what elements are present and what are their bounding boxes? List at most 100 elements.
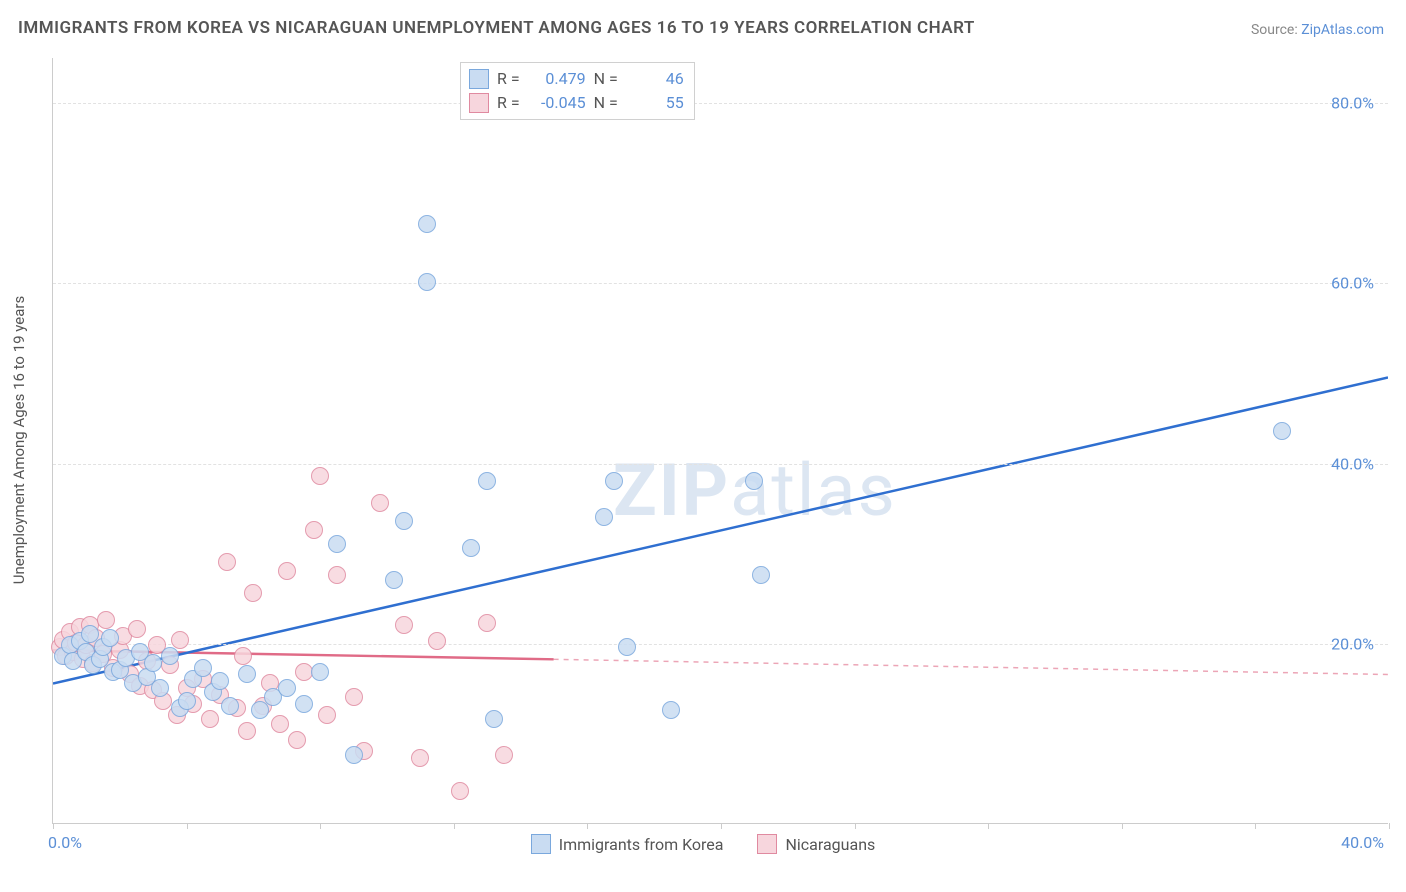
data-point bbox=[345, 746, 363, 764]
x-tick bbox=[1122, 823, 1123, 829]
data-point bbox=[244, 584, 262, 602]
data-point bbox=[395, 616, 413, 634]
watermark-zip: ZIP bbox=[613, 448, 730, 533]
data-point bbox=[151, 679, 169, 697]
x-tick bbox=[187, 823, 188, 829]
data-point bbox=[211, 672, 229, 690]
data-point bbox=[271, 715, 289, 733]
r-label: R = bbox=[497, 67, 520, 91]
legend-item-2: Nicaraguans bbox=[757, 834, 875, 854]
data-point bbox=[194, 659, 212, 677]
data-point bbox=[395, 512, 413, 530]
gridline bbox=[53, 103, 1388, 104]
data-point bbox=[161, 647, 179, 665]
x-tick bbox=[1255, 823, 1256, 829]
data-point bbox=[605, 472, 623, 490]
watermark: ZIPatlas bbox=[613, 448, 897, 533]
n-value-series1: 46 bbox=[626, 67, 684, 91]
data-point bbox=[662, 701, 680, 719]
data-point bbox=[305, 521, 323, 539]
data-point bbox=[485, 710, 503, 728]
data-point bbox=[288, 731, 306, 749]
legend-label-1: Immigrants from Korea bbox=[559, 835, 724, 854]
data-point bbox=[251, 701, 269, 719]
data-point bbox=[495, 746, 513, 764]
data-point bbox=[201, 710, 219, 728]
data-point bbox=[328, 535, 346, 553]
y-axis-label: Unemployment Among Ages 16 to 19 years bbox=[10, 296, 28, 584]
data-point bbox=[295, 663, 313, 681]
source-prefix: Source: bbox=[1251, 22, 1301, 38]
legend-item-1: Immigrants from Korea bbox=[531, 834, 724, 854]
gridline bbox=[53, 283, 1388, 284]
bottom-legend: Immigrants from Korea Nicaraguans bbox=[0, 834, 1406, 854]
data-point bbox=[234, 647, 252, 665]
n-value-series2: 55 bbox=[626, 91, 684, 115]
gridline bbox=[53, 464, 1388, 465]
data-point bbox=[418, 273, 436, 291]
r-label: R = bbox=[497, 91, 520, 115]
y-tick-label: 20.0% bbox=[1331, 634, 1374, 653]
x-tick bbox=[53, 823, 54, 829]
data-point bbox=[371, 494, 389, 512]
data-point bbox=[752, 566, 770, 584]
data-point bbox=[411, 749, 429, 767]
data-point bbox=[745, 472, 763, 490]
x-tick bbox=[855, 823, 856, 829]
data-point bbox=[218, 553, 236, 571]
data-point bbox=[311, 467, 329, 485]
stats-row-series2: R = -0.045 N = 55 bbox=[469, 91, 684, 115]
swatch-series2 bbox=[469, 93, 489, 113]
plot-area: ZIPatlas 20.0% 40.0% 60.0% 80.0% bbox=[52, 58, 1388, 824]
y-tick-label: 60.0% bbox=[1331, 274, 1374, 293]
data-point bbox=[318, 706, 336, 724]
watermark-atlas: atlas bbox=[730, 448, 897, 533]
swatch-series1 bbox=[469, 69, 489, 89]
y-tick-label: 40.0% bbox=[1331, 454, 1374, 473]
data-point bbox=[238, 665, 256, 683]
x-tick bbox=[454, 823, 455, 829]
data-point bbox=[178, 692, 196, 710]
source-link[interactable]: ZipAtlas.com bbox=[1301, 22, 1384, 38]
data-point bbox=[478, 614, 496, 632]
data-point bbox=[451, 782, 469, 800]
n-label: N = bbox=[594, 67, 618, 91]
data-point bbox=[478, 472, 496, 490]
data-point bbox=[385, 571, 403, 589]
data-point bbox=[97, 611, 115, 629]
data-point bbox=[328, 566, 346, 584]
n-label: N = bbox=[594, 91, 618, 115]
chart-title: IMMIGRANTS FROM KOREA VS NICARAGUAN UNEM… bbox=[18, 18, 975, 38]
data-point bbox=[418, 215, 436, 233]
stats-box: R = 0.479 N = 46 R = -0.045 N = 55 bbox=[460, 62, 695, 120]
legend-swatch-1 bbox=[531, 834, 551, 854]
x-tick bbox=[587, 823, 588, 829]
legend-label-2: Nicaraguans bbox=[785, 835, 875, 854]
data-point bbox=[101, 629, 119, 647]
data-point bbox=[428, 632, 446, 650]
x-tick bbox=[988, 823, 989, 829]
data-point bbox=[618, 638, 636, 656]
r-value-series1: 0.479 bbox=[528, 67, 586, 91]
data-point bbox=[1273, 422, 1291, 440]
data-point bbox=[278, 679, 296, 697]
x-tick bbox=[320, 823, 321, 829]
data-point bbox=[345, 688, 363, 706]
data-point bbox=[238, 722, 256, 740]
data-point bbox=[171, 631, 189, 649]
data-point bbox=[595, 508, 613, 526]
data-point bbox=[295, 695, 313, 713]
y-tick-label: 80.0% bbox=[1331, 94, 1374, 113]
source-attribution: Source: ZipAtlas.com bbox=[1251, 22, 1384, 38]
gridline bbox=[53, 644, 1388, 645]
data-point bbox=[462, 539, 480, 557]
r-value-series2: -0.045 bbox=[528, 91, 586, 115]
stats-row-series1: R = 0.479 N = 46 bbox=[469, 67, 684, 91]
data-point bbox=[144, 654, 162, 672]
data-point bbox=[311, 663, 329, 681]
legend-swatch-2 bbox=[757, 834, 777, 854]
data-point bbox=[221, 697, 239, 715]
x-tick bbox=[1389, 823, 1390, 829]
data-point bbox=[278, 562, 296, 580]
x-tick bbox=[721, 823, 722, 829]
